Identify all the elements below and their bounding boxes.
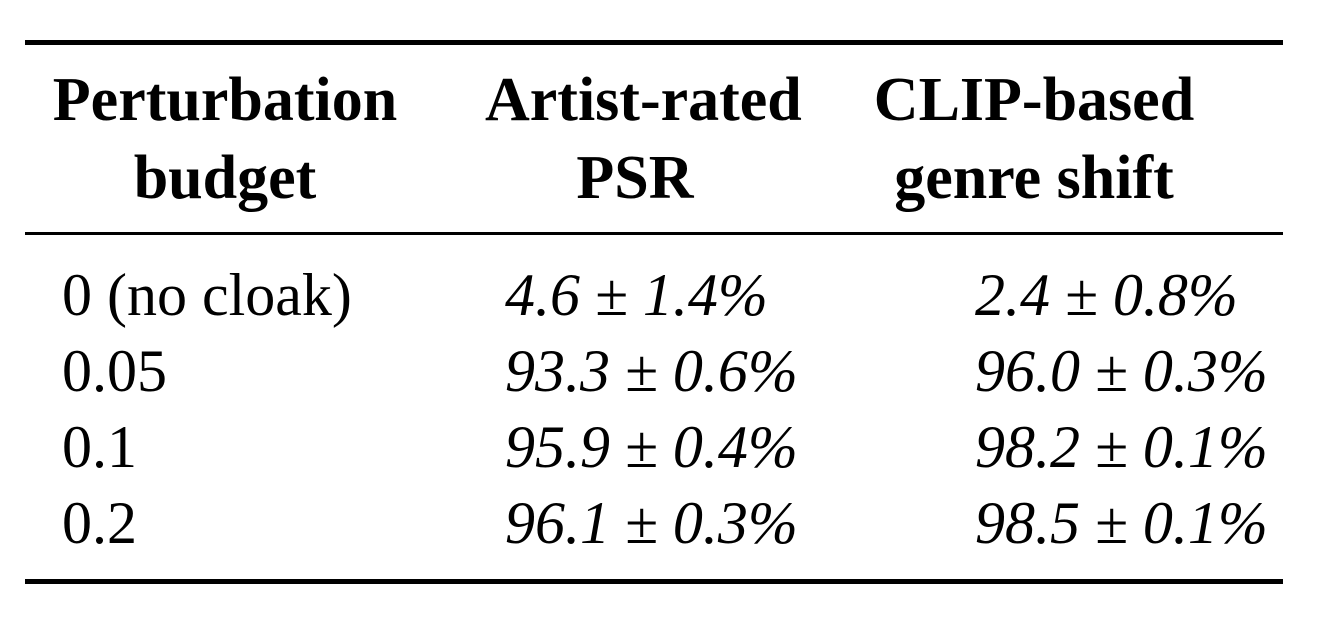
psr-cell: 96.1 ± 0.3% — [505, 489, 798, 556]
clip-cell: 2.4 ± 0.8% — [975, 261, 1238, 328]
bottom-rule — [25, 579, 1283, 584]
header-clip-genre-shift: CLIP-based genre shift — [873, 65, 1195, 212]
table-header: Perturbation budget Artist-rated PSR CLI… — [25, 45, 1283, 232]
header-perturbation-budget: Perturbation budget — [52, 65, 398, 212]
header-rule — [25, 232, 1283, 235]
psr-cell: 93.3 ± 0.6% — [505, 337, 798, 404]
budget-cell: 0.2 — [62, 489, 137, 556]
budget-cell: 0.05 — [62, 337, 167, 404]
budget-cell: 0.1 — [62, 413, 137, 480]
budget-cell: 0 (no cloak) — [62, 261, 352, 328]
table-row: 0.05 93.3 ± 0.6% 96.0 ± 0.3% — [25, 333, 1283, 409]
clip-cell: 96.0 ± 0.3% — [975, 337, 1268, 404]
results-table: Perturbation budget Artist-rated PSR CLI… — [25, 40, 1283, 584]
table-row: 0.1 95.9 ± 0.4% 98.2 ± 0.1% — [25, 409, 1283, 485]
header-artist-rated-psr: Artist-rated PSR — [485, 65, 802, 212]
psr-cell: 4.6 ± 1.4% — [505, 261, 768, 328]
clip-cell: 98.2 ± 0.1% — [975, 413, 1268, 480]
table-row: 0.2 96.1 ± 0.3% 98.5 ± 0.1% — [25, 485, 1283, 561]
table-row: 0 (no cloak) 4.6 ± 1.4% 2.4 ± 0.8% — [25, 257, 1283, 333]
psr-cell: 95.9 ± 0.4% — [505, 413, 798, 480]
table-body: 0 (no cloak) 4.6 ± 1.4% 2.4 ± 0.8% 0.05 … — [25, 235, 1283, 579]
clip-cell: 98.5 ± 0.1% — [975, 489, 1268, 556]
top-rule — [25, 40, 1283, 45]
